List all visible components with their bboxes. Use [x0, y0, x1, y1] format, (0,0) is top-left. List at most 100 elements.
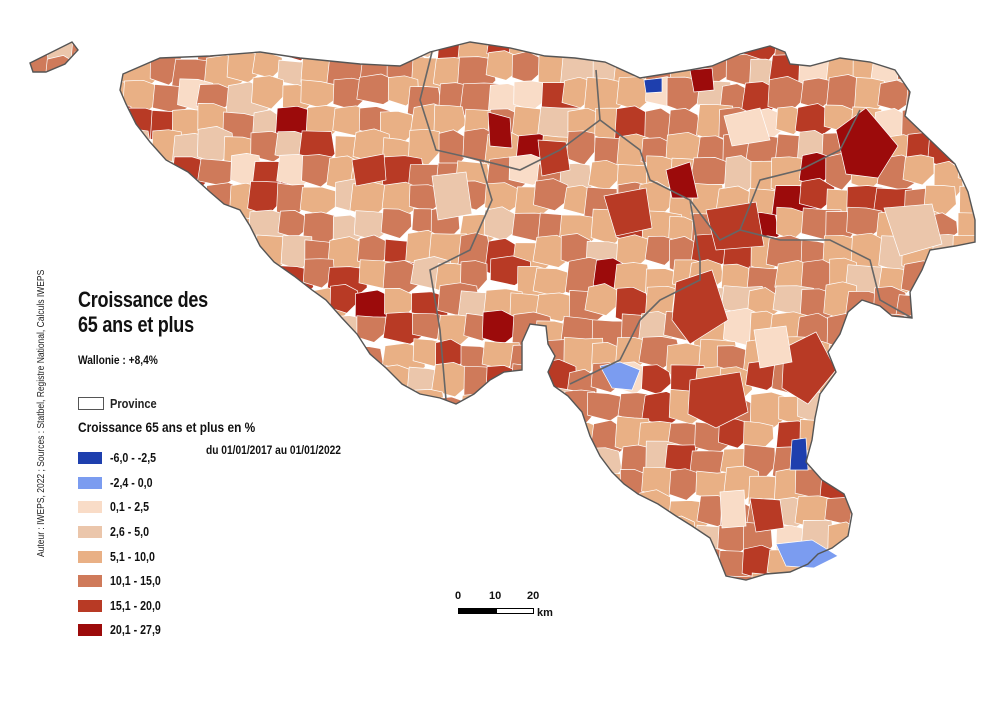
municipality-cell	[907, 549, 940, 583]
municipality-cell	[306, 554, 336, 583]
municipality-cell	[615, 526, 653, 555]
municipality-cell	[907, 371, 946, 408]
municipality-cell	[278, 474, 311, 513]
municipality-cell	[644, 543, 680, 573]
municipality-cell	[619, 29, 658, 59]
legend-label: 20,1 - 27,9	[110, 623, 161, 637]
municipality-cell	[178, 231, 219, 275]
municipality-cell	[568, 551, 607, 585]
municipality-cell	[42, 471, 75, 502]
municipality-cell	[980, 343, 1000, 382]
municipality-cell	[169, 370, 203, 409]
municipality-cell	[616, 577, 648, 608]
municipality-cell	[69, 236, 107, 271]
legend-label: 5,1 - 10,0	[110, 550, 155, 564]
municipality-cell	[14, 526, 53, 558]
municipality-cell	[458, 549, 490, 587]
municipality-cell	[252, 393, 294, 424]
municipality-cell	[904, 25, 947, 65]
municipality-cell	[568, 495, 602, 534]
municipality-highlight	[750, 498, 784, 532]
municipality-cell	[516, 422, 555, 452]
municipality-cell	[413, 469, 446, 501]
municipality-cell	[951, 525, 988, 558]
municipality-cell	[357, 316, 387, 343]
municipality-cell	[222, 216, 254, 249]
municipality-cell	[638, 529, 678, 560]
municipality-cell	[308, 520, 338, 555]
municipality-highlight	[644, 78, 662, 93]
municipality-cell	[329, 549, 365, 579]
legend-swatch	[78, 600, 102, 612]
municipality-cell	[122, 186, 161, 218]
municipality-cell	[569, 520, 600, 550]
color-legend: -6,0 - -2,5 -2,4 - 0,0 0,1 - 2,5 2,6 - 5…	[78, 446, 170, 643]
municipality-cell	[980, 471, 1000, 507]
municipality-cell	[68, 112, 109, 148]
municipality-cell	[280, 545, 311, 572]
scale-bar: 0 10 20 km	[455, 590, 565, 624]
municipality-cell	[828, 441, 863, 476]
municipality-cell	[328, 470, 364, 501]
municipality-cell	[720, 576, 761, 602]
municipality-cell	[45, 500, 82, 527]
municipality-cell	[42, 577, 73, 608]
municipality-cell	[959, 467, 998, 494]
municipality-cell	[124, 161, 158, 195]
municipality-cell	[201, 499, 239, 537]
municipality-cell	[871, 336, 910, 367]
municipality-cell	[252, 76, 284, 109]
municipality-cell	[897, 55, 939, 85]
legend-item: 2,6 - 5,0	[78, 520, 170, 545]
municipality-cell	[876, 552, 919, 578]
municipality-cell	[303, 474, 346, 506]
municipality-cell	[490, 443, 521, 479]
municipality-cell	[515, 519, 555, 546]
municipality-highlight	[754, 326, 792, 368]
municipality-cell	[953, 364, 995, 397]
legend-swatch	[78, 477, 102, 489]
municipality-cell	[251, 336, 296, 365]
municipality-cell	[277, 392, 311, 426]
municipality-cell	[20, 49, 48, 86]
municipality-cell	[983, 188, 1000, 225]
municipality-cell	[592, 495, 626, 531]
municipality-cell	[46, 549, 82, 585]
municipality-cell	[907, 501, 936, 537]
municipality-cell	[673, 576, 705, 608]
municipality-cell	[852, 422, 895, 450]
municipality-cell	[195, 545, 228, 573]
municipality-cell	[820, 574, 860, 616]
municipality-cell	[542, 517, 581, 549]
municipality-cell	[385, 424, 423, 455]
municipality-cell	[44, 55, 78, 97]
municipality-cell	[828, 415, 867, 456]
municipality-cell	[229, 524, 274, 551]
municipality-cell	[223, 579, 263, 617]
municipality-cell	[225, 288, 259, 324]
municipality-cell	[827, 29, 861, 60]
municipality-cell	[587, 471, 623, 497]
municipality-cell	[950, 259, 984, 291]
municipality-cell	[200, 210, 233, 246]
municipality-cell	[228, 392, 268, 420]
map-title: Croissance des 65 ans et plus	[78, 287, 208, 337]
municipality-cell	[71, 26, 116, 67]
municipality-cell	[565, 574, 600, 616]
municipality-cell	[847, 313, 878, 353]
municipality-cell	[172, 187, 208, 217]
legend-item: 10,1 - 15,0	[78, 569, 170, 594]
municipality-cell	[900, 473, 938, 512]
municipality-cell	[327, 341, 368, 378]
municipality-cell	[954, 105, 987, 136]
municipality-cell	[409, 30, 442, 58]
municipality-cell	[621, 501, 661, 531]
municipality-cell	[976, 237, 1000, 265]
municipality-cell	[19, 183, 54, 223]
legend-label: 10,1 - 15,0	[110, 574, 161, 588]
municipality-cell	[668, 547, 706, 581]
municipality-cell	[17, 295, 53, 327]
municipality-cell	[697, 577, 733, 619]
municipality-cell	[303, 398, 341, 430]
municipality-cell	[248, 181, 281, 215]
